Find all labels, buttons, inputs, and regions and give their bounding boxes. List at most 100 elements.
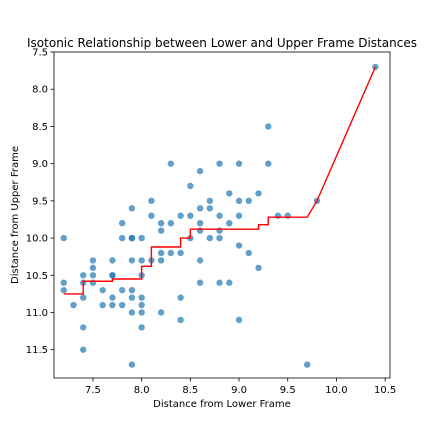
data-point	[216, 160, 222, 166]
data-point	[90, 257, 96, 263]
data-point	[138, 302, 144, 308]
data-point	[197, 205, 203, 211]
x-tick-label: 8.0	[134, 385, 150, 396]
data-point	[109, 294, 115, 300]
data-point	[197, 227, 203, 233]
data-point	[187, 213, 193, 219]
data-point	[129, 235, 135, 241]
data-point	[119, 302, 125, 308]
x-axis-label: Distance from Lower Frame	[153, 399, 291, 410]
data-point	[226, 190, 232, 196]
data-point	[61, 235, 67, 241]
data-point	[255, 265, 261, 271]
data-point	[216, 235, 222, 241]
y-tick-label: 10.0	[26, 234, 48, 245]
data-point	[148, 213, 154, 219]
data-point	[109, 302, 115, 308]
data-point	[148, 198, 154, 204]
data-point	[80, 272, 86, 278]
data-point	[216, 227, 222, 233]
data-point	[80, 294, 86, 300]
data-point	[168, 160, 174, 166]
data-point	[304, 361, 310, 367]
data-point	[138, 294, 144, 300]
data-point	[61, 280, 67, 286]
data-point	[197, 220, 203, 226]
data-point	[226, 280, 232, 286]
x-tick-label: 8.5	[182, 385, 198, 396]
data-point	[168, 220, 174, 226]
data-point	[236, 213, 242, 219]
data-point	[129, 287, 135, 293]
data-point	[80, 324, 86, 330]
data-point	[207, 198, 213, 204]
data-point	[158, 220, 164, 226]
chart-title: Isotonic Relationship between Lower and …	[27, 36, 417, 50]
data-point	[177, 294, 183, 300]
y-axis: 7.5 8.0 8.5 9.0 9.5 10.0 10.5 11.0 11.5	[26, 48, 54, 357]
data-point	[158, 257, 164, 263]
data-point	[275, 213, 281, 219]
data-point	[158, 227, 164, 233]
data-point	[177, 250, 183, 256]
data-point	[216, 280, 222, 286]
scatter-points	[61, 64, 379, 368]
data-point	[158, 250, 164, 256]
data-point	[119, 220, 125, 226]
x-axis: 7.5 8.0 8.5 9.0 9.5 10.0 10.5	[85, 378, 396, 396]
data-point	[129, 361, 135, 367]
data-point	[129, 294, 135, 300]
data-point	[177, 317, 183, 323]
data-point	[187, 183, 193, 189]
data-point	[236, 160, 242, 166]
data-point	[197, 257, 203, 263]
data-point	[119, 235, 125, 241]
x-tick-label: 9.0	[231, 385, 247, 396]
data-point	[109, 257, 115, 263]
y-tick-label: 9.0	[32, 159, 48, 170]
data-point	[265, 160, 271, 166]
data-point	[216, 213, 222, 219]
y-tick-label: 8.0	[32, 85, 48, 96]
data-point	[119, 287, 125, 293]
x-tick-label: 7.5	[85, 385, 101, 396]
y-tick-label: 7.5	[32, 48, 48, 59]
y-tick-label: 8.5	[32, 122, 48, 133]
data-point	[129, 309, 135, 315]
data-point	[138, 309, 144, 315]
data-point	[61, 287, 67, 293]
data-point	[168, 250, 174, 256]
y-tick-label: 11.5	[26, 345, 48, 356]
data-point	[90, 280, 96, 286]
data-point	[138, 235, 144, 241]
data-point	[265, 123, 271, 129]
data-point	[70, 302, 76, 308]
data-point	[246, 198, 252, 204]
y-axis-label: Distance from Upper Frame	[10, 146, 21, 284]
data-point	[197, 168, 203, 174]
data-point	[236, 317, 242, 323]
data-point	[255, 190, 261, 196]
data-point	[236, 242, 242, 248]
data-point	[129, 205, 135, 211]
plot-area	[54, 52, 390, 378]
data-point	[109, 272, 115, 278]
data-point	[246, 250, 252, 256]
y-tick-label: 10.5	[26, 271, 48, 282]
y-tick-label: 11.0	[26, 308, 48, 319]
x-tick-label: 10.0	[325, 385, 347, 396]
data-point	[197, 280, 203, 286]
data-point	[90, 265, 96, 271]
data-point	[207, 235, 213, 241]
data-point	[226, 220, 232, 226]
data-point	[138, 257, 144, 263]
data-point	[80, 347, 86, 353]
data-point	[100, 302, 106, 308]
data-point	[100, 287, 106, 293]
data-point	[207, 205, 213, 211]
data-point	[236, 198, 242, 204]
data-point	[285, 213, 291, 219]
data-point	[138, 324, 144, 330]
y-tick-label: 9.5	[32, 196, 48, 207]
